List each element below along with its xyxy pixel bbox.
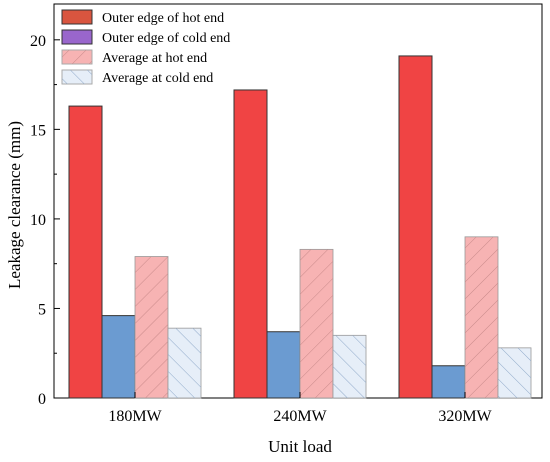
bar xyxy=(398,55,433,399)
axes-group: 0 5 10 15 20 180MW 240MW 320MW xyxy=(30,33,493,425)
x-tick-label: 320MW xyxy=(438,408,492,425)
legend-swatch xyxy=(61,9,93,25)
y-tick-label: 5 xyxy=(38,301,46,318)
x-tick-label: 180MW xyxy=(108,408,162,425)
bars-group xyxy=(68,55,532,399)
bar-hatch xyxy=(333,335,366,398)
legend-label: Average at hot end xyxy=(102,51,207,66)
legend: Outer edge of hot end Outer edge of cold … xyxy=(61,9,230,86)
legend-swatch-hatch xyxy=(62,50,92,64)
bar-hatch xyxy=(465,236,498,398)
bar xyxy=(431,365,466,399)
legend-label: Average at cold end xyxy=(102,71,213,86)
bar-hatch xyxy=(300,249,333,398)
y-tick-label: 20 xyxy=(30,33,46,50)
bar-hatch xyxy=(168,328,201,398)
y-tick-label: 10 xyxy=(30,212,46,229)
bar xyxy=(68,105,103,399)
bar xyxy=(266,331,301,399)
y-axis-label: Leakage clearance (mm) xyxy=(5,121,24,289)
y-tick-label: 0 xyxy=(38,391,46,408)
legend-swatch xyxy=(61,29,93,45)
legend-label: Outer edge of hot end xyxy=(102,11,224,26)
y-tick-label: 15 xyxy=(30,122,46,139)
bar xyxy=(101,315,136,399)
legend-label: Outer edge of cold end xyxy=(102,31,230,46)
bar-hatch xyxy=(135,256,168,398)
x-tick-label: 240MW xyxy=(273,408,327,425)
legend-swatch-hatch xyxy=(62,70,92,84)
bar-hatch xyxy=(498,347,531,398)
bar xyxy=(233,89,268,399)
x-axis-label: Unit load xyxy=(268,437,332,456)
